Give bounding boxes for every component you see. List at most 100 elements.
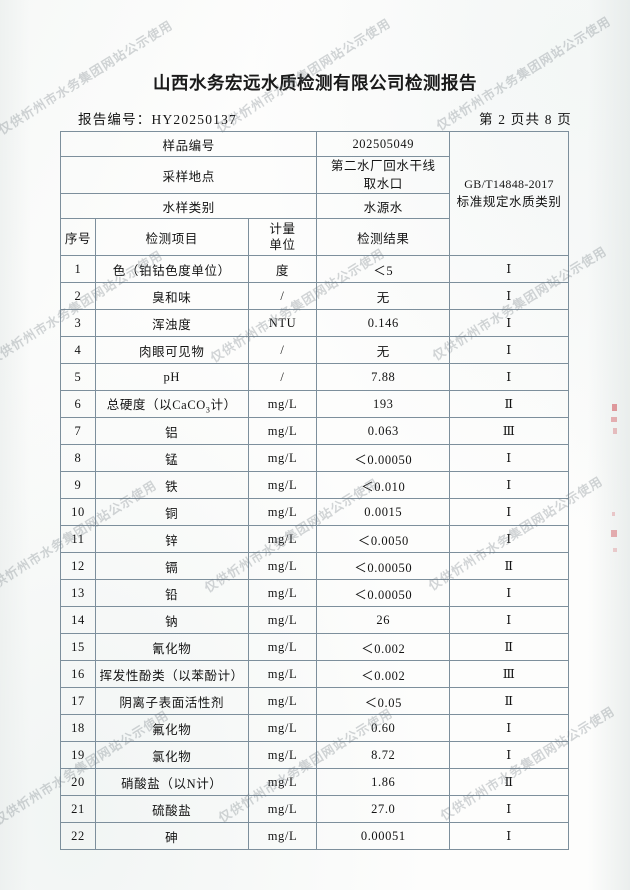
cell-item: 阴离子表面活性剂 <box>94 687 249 716</box>
cell-class: Ⅲ <box>449 660 569 689</box>
table-row: 7 铝 mg/L 0.063 Ⅲ <box>60 417 569 446</box>
cell-unit: mg/L <box>247 417 318 446</box>
cell-result: 27.0 <box>316 795 451 824</box>
cell-unit: 度 <box>247 255 318 284</box>
cell-item: 铁 <box>94 471 249 500</box>
cell-no: 1 <box>60 255 96 284</box>
cell-item: pH <box>94 363 249 392</box>
cell-unit: mg/L <box>247 579 318 608</box>
cell-no: 8 <box>60 444 96 473</box>
cell-result: 0.60 <box>316 714 451 743</box>
cell-no: 11 <box>60 525 96 554</box>
sampling-site-row: 采样地点 第二水厂回水干线 取水口 <box>59 155 569 195</box>
cell-class: Ⅰ <box>449 255 569 284</box>
cell-unit: mg/L <box>247 741 318 770</box>
cell-unit: mg/L <box>247 795 318 824</box>
cell-class: Ⅰ <box>449 282 569 311</box>
table-row: 22 砷 mg/L 0.00051 Ⅰ <box>60 822 569 851</box>
table-row: 14 钠 mg/L 26 Ⅰ <box>60 606 569 635</box>
report-number-value: HY20250137 <box>151 112 237 127</box>
table-row: 5 pH/7.88 Ⅰ <box>60 363 569 392</box>
water-type-value: 水源水 <box>316 193 451 220</box>
cell-unit: mg/L <box>247 390 318 419</box>
cell-no: 21 <box>60 795 96 824</box>
water-type-label: 水样类别 <box>59 193 318 220</box>
table-row: 15 氰化物 mg/L ＜0.002 Ⅱ <box>60 633 569 662</box>
header-unit: 计量 单位 <box>247 218 318 257</box>
cell-result: 1.86 <box>316 768 451 797</box>
cell-no: 9 <box>60 471 96 500</box>
cell-result: 0.063 <box>316 417 451 446</box>
table-row: 10 铜 mg/L 0.0015 Ⅰ <box>60 498 569 527</box>
cell-class: Ⅱ <box>449 552 569 581</box>
cell-class: Ⅰ <box>449 795 569 824</box>
cell-class: Ⅰ <box>449 309 569 338</box>
cell-result: ＜0.00050 <box>316 552 451 581</box>
header-no: 序号 <box>60 218 96 257</box>
standard-description: 标准规定水质类别 <box>456 195 562 210</box>
report-number: 报告编号：HY20250137 <box>78 108 237 128</box>
cell-result: ＜0.05 <box>316 687 451 716</box>
cell-result: 无 <box>316 336 451 365</box>
cell-result: 0.00051 <box>316 822 451 851</box>
cell-unit: mg/L <box>247 768 318 797</box>
cell-class: Ⅰ <box>449 822 569 851</box>
sampling-site-value: 第二水厂回水干线 取水口 <box>316 155 451 195</box>
cell-result: ＜5 <box>316 255 451 284</box>
cell-no: 10 <box>60 498 96 527</box>
table-row: 18 氟化物 mg/L 0.60 Ⅰ <box>60 714 569 743</box>
cell-item: 氰化物 <box>94 633 249 662</box>
cell-no: 5 <box>60 363 96 392</box>
cell-item: 砷 <box>94 822 249 851</box>
header-item: 检测项目 <box>94 218 249 257</box>
table-row: 2 臭和味 / 无 Ⅰ <box>60 282 569 311</box>
page-right-shading <box>588 0 630 890</box>
standard-class-header: GB/T14848-2017 标准规定水质类别 <box>449 130 569 257</box>
cell-no: 2 <box>60 282 96 311</box>
table-row: 9 铁 mg/L ＜0.010 Ⅰ <box>60 471 569 500</box>
cell-class: Ⅰ <box>449 741 569 770</box>
cell-result: 26 <box>316 606 451 635</box>
cell-result: ＜0.00050 <box>316 444 451 473</box>
table-row: 17 阴离子表面活性剂 mg/L ＜0.05 Ⅱ <box>60 687 569 716</box>
cell-unit: mg/L <box>247 471 318 500</box>
table-row: 21 硫酸盐 mg/L 27.0 Ⅰ <box>60 795 569 824</box>
page-indicator: 第 2 页共 8 页 <box>479 112 572 127</box>
cell-item: 铅 <box>94 579 249 608</box>
cell-no: 13 <box>60 579 96 608</box>
cell-no: 22 <box>60 822 96 851</box>
cell-no: 19 <box>60 741 96 770</box>
cell-result: ＜0.002 <box>316 660 451 689</box>
cell-no: 16 <box>60 660 96 689</box>
cell-item: 钠 <box>94 606 249 635</box>
cell-result: ＜0.010 <box>316 471 451 500</box>
table-row: 8 锰 mg/L ＜0.00050 Ⅰ <box>60 444 569 473</box>
sampling-site-line2: 取水口 <box>363 177 403 192</box>
sample-number-label: 样品编号 <box>59 131 318 157</box>
sampling-site-line1: 第二水厂回水干线 <box>330 159 436 173</box>
cell-class: Ⅰ <box>449 525 569 554</box>
cell-class: Ⅰ <box>449 336 569 365</box>
cell-class: Ⅱ <box>449 633 569 662</box>
report-number-label: 报告编号： <box>78 112 152 127</box>
cell-unit: mg/L <box>247 498 318 527</box>
cell-no: 17 <box>60 687 96 716</box>
cell-unit: / <box>247 282 318 311</box>
cell-item: 硫酸盐 <box>94 795 249 824</box>
cell-result: 193 <box>316 390 451 419</box>
cell-class: Ⅰ <box>449 606 569 635</box>
cell-result: ＜0.002 <box>316 633 451 662</box>
cell-no: 3 <box>60 309 96 338</box>
cell-unit: mg/L <box>247 444 318 473</box>
cell-class: Ⅱ <box>449 390 569 419</box>
table-row: 3 浑浊度 NTU 0.146 Ⅰ <box>60 309 569 338</box>
cell-no: 18 <box>60 714 96 743</box>
table-row: 11 锌 mg/L ＜0.0050 Ⅰ <box>60 525 569 554</box>
header-unit-line2: 单位 <box>269 238 296 253</box>
table-row: 6 总硬度（以CaCO3计） mg/L 193 Ⅱ <box>60 390 569 419</box>
header-unit-line1: 计量 <box>269 222 296 236</box>
cell-unit: / <box>247 336 318 365</box>
table-row: 1 色（铂钴色度单位）度＜5 Ⅰ <box>60 255 569 284</box>
cell-item: 镉 <box>94 552 249 581</box>
cell-item: 挥发性酚类（以苯酚计） <box>94 660 249 689</box>
